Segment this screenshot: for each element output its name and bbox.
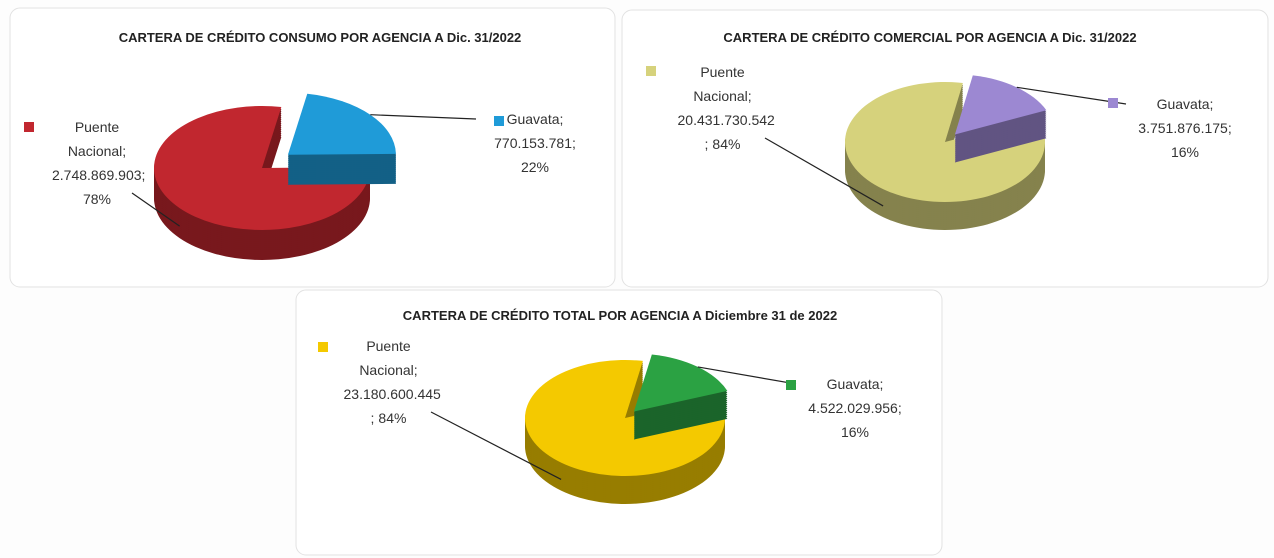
separator: ; bbox=[413, 362, 418, 378]
label-line: 78% bbox=[52, 187, 142, 211]
value-label: 20.431.730.542 bbox=[677, 112, 775, 128]
separator: ; bbox=[571, 135, 576, 151]
chart-title: CARTERA DE CRÉDITO CONSUMO POR AGENCIA A… bbox=[119, 30, 522, 45]
category-name: Guavata bbox=[1156, 96, 1210, 112]
leader-line bbox=[430, 411, 562, 480]
label-line: 16% bbox=[790, 420, 920, 444]
percent-label: 84% bbox=[712, 136, 741, 152]
percent-label: 16% bbox=[840, 424, 870, 440]
label-line: 770.153.781; bbox=[470, 131, 600, 155]
legend-swatch bbox=[786, 380, 796, 390]
percent-label: 78% bbox=[82, 191, 112, 207]
label-line: Guavata; bbox=[790, 372, 920, 396]
label-line: Puente Nacional; bbox=[52, 115, 142, 163]
label-line: 23.180.600.445 bbox=[344, 382, 441, 406]
separator: ; bbox=[879, 376, 884, 392]
legend-swatch bbox=[494, 116, 504, 126]
label-line: 22% bbox=[470, 155, 600, 179]
separator: ; bbox=[1209, 96, 1214, 112]
data-label: Guavata; 3.751.876.175; 16% bbox=[1120, 92, 1250, 164]
label-line: ; 84% bbox=[678, 132, 768, 156]
separator: ; bbox=[141, 167, 146, 183]
value-label: 23.180.600.445 bbox=[343, 386, 441, 402]
chart-title: CARTERA DE CRÉDITO COMERCIAL POR AGENCIA… bbox=[723, 30, 1136, 45]
leader-line bbox=[131, 192, 180, 227]
value-label: 3.751.876.175 bbox=[1138, 120, 1228, 136]
label-line: Puente Nacional; bbox=[678, 60, 768, 108]
leader-line bbox=[764, 137, 884, 207]
category-name: Puente Nacional bbox=[693, 64, 748, 104]
chart-title: CARTERA DE CRÉDITO TOTAL POR AGENCIA A D… bbox=[403, 308, 837, 323]
category-name: Guavata bbox=[826, 376, 880, 392]
value-label: 770.153.781 bbox=[494, 135, 572, 151]
slice bbox=[524, 360, 725, 476]
label-line: 4.522.029.956; bbox=[790, 396, 920, 420]
legend-swatch bbox=[1108, 98, 1118, 108]
label-line: 2.748.869.903; bbox=[52, 163, 145, 187]
separator: ; bbox=[747, 88, 752, 104]
category-name: Guavata bbox=[506, 111, 560, 127]
percent-label: 16% bbox=[1170, 144, 1200, 160]
data-label: Puente Nacional; 2.748.869.903; 78% bbox=[52, 115, 145, 211]
slice bbox=[954, 75, 1047, 135]
separator: ; bbox=[897, 400, 902, 416]
leader-line bbox=[1016, 86, 1127, 105]
separator: ; bbox=[370, 410, 375, 426]
percent-label: 22% bbox=[520, 159, 550, 175]
label-line: 3.751.876.175; bbox=[1120, 116, 1250, 140]
legend-swatch bbox=[24, 122, 34, 132]
slice bbox=[633, 354, 728, 412]
data-label: Guavata; 770.153.781; 22% bbox=[470, 107, 600, 179]
separator: ; bbox=[122, 143, 127, 159]
legend-swatch bbox=[318, 342, 328, 352]
leader-line bbox=[370, 114, 477, 120]
slice bbox=[153, 106, 370, 231]
label-line: Puente Nacional; bbox=[344, 334, 434, 382]
label-line: 20.431.730.542 bbox=[678, 108, 775, 132]
slice bbox=[287, 93, 396, 155]
legend-swatch bbox=[646, 66, 656, 76]
data-label: Puente Nacional; 23.180.600.445; 84% bbox=[344, 334, 441, 430]
percent-label: 84% bbox=[378, 410, 407, 426]
separator: ; bbox=[704, 136, 709, 152]
category-name: Puente Nacional bbox=[359, 338, 414, 378]
value-label: 4.522.029.956 bbox=[808, 400, 898, 416]
label-line: Guavata; bbox=[1120, 92, 1250, 116]
label-line: ; 84% bbox=[344, 406, 434, 430]
data-label: Puente Nacional; 20.431.730.542; 84% bbox=[678, 60, 775, 156]
slice bbox=[845, 81, 1045, 203]
separator: ; bbox=[1227, 120, 1232, 136]
leader-line bbox=[697, 366, 797, 385]
separator: ; bbox=[559, 111, 564, 127]
value-label: 2.748.869.903 bbox=[52, 167, 142, 183]
data-label: Guavata; 4.522.029.956; 16% bbox=[790, 372, 920, 444]
label-line: 16% bbox=[1120, 140, 1250, 164]
category-name: Puente Nacional bbox=[67, 119, 123, 159]
label-line: Guavata; bbox=[470, 107, 600, 131]
